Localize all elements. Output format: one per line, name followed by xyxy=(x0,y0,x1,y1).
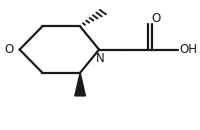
Polygon shape xyxy=(75,73,85,96)
Text: N: N xyxy=(96,52,104,65)
Text: O: O xyxy=(152,12,161,25)
Text: OH: OH xyxy=(179,43,197,56)
Text: O: O xyxy=(5,43,14,56)
